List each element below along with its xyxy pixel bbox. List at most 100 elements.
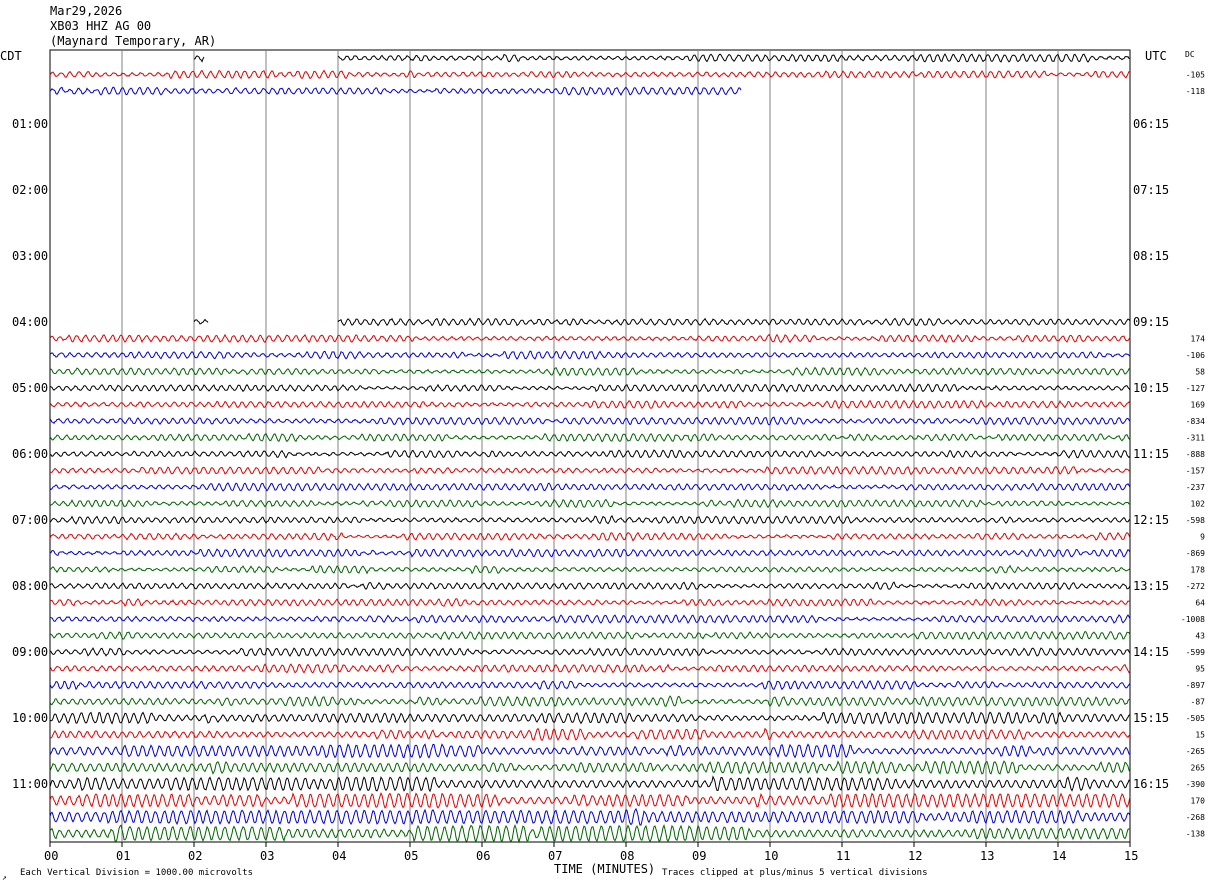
right-hour-label: 16:15 xyxy=(1133,777,1169,791)
dc-value: 64 xyxy=(1195,599,1205,608)
x-tick-label: 13 xyxy=(980,849,994,863)
trace-black xyxy=(49,581,1131,591)
left-hour-label: 11:00 xyxy=(12,777,48,791)
trace-red xyxy=(49,69,1130,80)
dc-value: 15 xyxy=(1195,731,1205,740)
left-hour-label: 03:00 xyxy=(12,249,48,263)
trace-red xyxy=(49,791,1131,809)
dc-value: -598 xyxy=(1186,516,1205,525)
trace-green xyxy=(49,823,1131,844)
x-tick-label: 09 xyxy=(692,849,706,863)
dc-value: -272 xyxy=(1186,582,1205,591)
dc-value: 174 xyxy=(1191,335,1206,344)
x-axis-ticks: 00 01 02 03 04 05 06 07 08 09 10 11 12 13 14 15 xyxy=(44,842,1138,863)
dc-value: 95 xyxy=(1195,665,1205,674)
right-hour-label: 14:15 xyxy=(1133,645,1169,659)
seismic-traces xyxy=(49,53,1131,844)
location-label: (Maynard Temporary, AR) xyxy=(50,34,216,48)
x-tick-label: 11 xyxy=(836,849,850,863)
scale-note: Each Vertical Division = 1000.00 microvo… xyxy=(20,868,253,878)
left-hour-label: 05:00 xyxy=(12,381,48,395)
station-label: XB03 HHZ AG 00 xyxy=(50,19,151,33)
dc-value: -106 xyxy=(1186,351,1205,360)
dc-value: 178 xyxy=(1191,566,1206,575)
trace-blue xyxy=(49,743,1131,759)
trace-black xyxy=(193,55,205,63)
left-hour-label: 09:00 xyxy=(12,645,48,659)
x-tick-label: 08 xyxy=(620,849,634,863)
trace-red xyxy=(49,531,1131,542)
dc-value: 265 xyxy=(1191,764,1206,773)
trace-blue xyxy=(49,482,1131,492)
left-hour-label: 07:00 xyxy=(12,513,48,527)
dc-header-label: DC xyxy=(1185,50,1195,59)
right-hour-label: 10:15 xyxy=(1133,381,1169,395)
trace-green xyxy=(49,366,1131,377)
plot-frame xyxy=(49,49,1131,843)
dc-value: -390 xyxy=(1186,780,1205,789)
x-tick-label: 14 xyxy=(1052,849,1066,863)
x-tick-label: 02 xyxy=(188,849,202,863)
x-tick-label: 00 xyxy=(44,849,58,863)
trace-green xyxy=(49,695,1131,708)
dc-value: -105 xyxy=(1186,71,1205,80)
dc-value: -888 xyxy=(1186,450,1205,459)
left-hour-label: 01:00 xyxy=(12,117,48,131)
right-hour-label: 11:15 xyxy=(1133,447,1169,461)
dc-value: -237 xyxy=(1186,483,1205,492)
x-tick-label: 12 xyxy=(908,849,922,863)
x-tick-label: 15 xyxy=(1124,849,1138,863)
dc-value: -127 xyxy=(1186,384,1205,393)
left-hour-label: 04:00 xyxy=(12,315,48,329)
dc-value: 169 xyxy=(1191,401,1206,410)
dc-value: 58 xyxy=(1195,368,1205,377)
trace-black xyxy=(49,711,1131,725)
right-hour-label: 13:15 xyxy=(1133,579,1169,593)
dc-value: -599 xyxy=(1186,648,1205,657)
trace-green xyxy=(49,759,1131,775)
dc-value: -118 xyxy=(1186,87,1205,96)
x-tick-label: 06 xyxy=(476,849,490,863)
date-label: Mar29,2026 xyxy=(50,4,122,18)
dc-offset-labels: -105 -118 174 -106 58 -127 169 -834 -311 -888 -157… xyxy=(1181,71,1205,839)
right-hour-label: 06:15 xyxy=(1133,117,1169,131)
left-hour-labels: 01:00 02:00 03:00 04:00 05:00 06:00 07:00 08:00… xyxy=(12,117,48,791)
trace-red xyxy=(49,663,1131,674)
trace-green xyxy=(49,564,1131,575)
x-tick-label: 10 xyxy=(764,849,778,863)
dc-value: 170 xyxy=(1191,797,1206,806)
trace-red xyxy=(49,598,1131,607)
minute-grid xyxy=(121,50,1059,842)
left-hour-label: 08:00 xyxy=(12,579,48,593)
trace-blue xyxy=(49,350,1131,360)
clip-note: Traces clipped at plus/minus 5 vertical … xyxy=(662,868,928,878)
trace-black xyxy=(49,449,1131,459)
trace-red xyxy=(49,333,1131,344)
trace-blue xyxy=(49,679,1131,691)
left-timezone-label: CDT xyxy=(0,49,22,63)
trace-red xyxy=(49,465,1131,476)
right-hour-label: 15:15 xyxy=(1133,711,1169,725)
trace-blue xyxy=(49,86,742,96)
left-hour-label: 06:00 xyxy=(12,447,48,461)
trace-black xyxy=(49,515,1131,525)
left-hour-label: 10:00 xyxy=(12,711,48,725)
dc-value: 43 xyxy=(1195,632,1205,641)
trace-black xyxy=(337,317,1131,327)
x-tick-label: 01 xyxy=(116,849,130,863)
dc-value: -87 xyxy=(1191,698,1206,707)
right-hour-label: 09:15 xyxy=(1133,315,1169,329)
trace-green xyxy=(49,432,1131,443)
trace-blue xyxy=(49,416,1131,426)
trace-black xyxy=(49,383,1131,393)
trace-blue xyxy=(49,614,1131,625)
dc-value: -869 xyxy=(1186,549,1205,558)
dc-value: -157 xyxy=(1186,467,1205,476)
right-hour-labels: 06:15 07:15 08:15 09:15 10:15 11:15 12:15 13:15… xyxy=(1133,117,1169,791)
trace-black xyxy=(49,775,1131,793)
x-tick-label: 07 xyxy=(548,849,562,863)
dc-value: -505 xyxy=(1186,714,1205,723)
dc-value: -265 xyxy=(1186,747,1205,756)
trace-blue xyxy=(49,807,1131,826)
